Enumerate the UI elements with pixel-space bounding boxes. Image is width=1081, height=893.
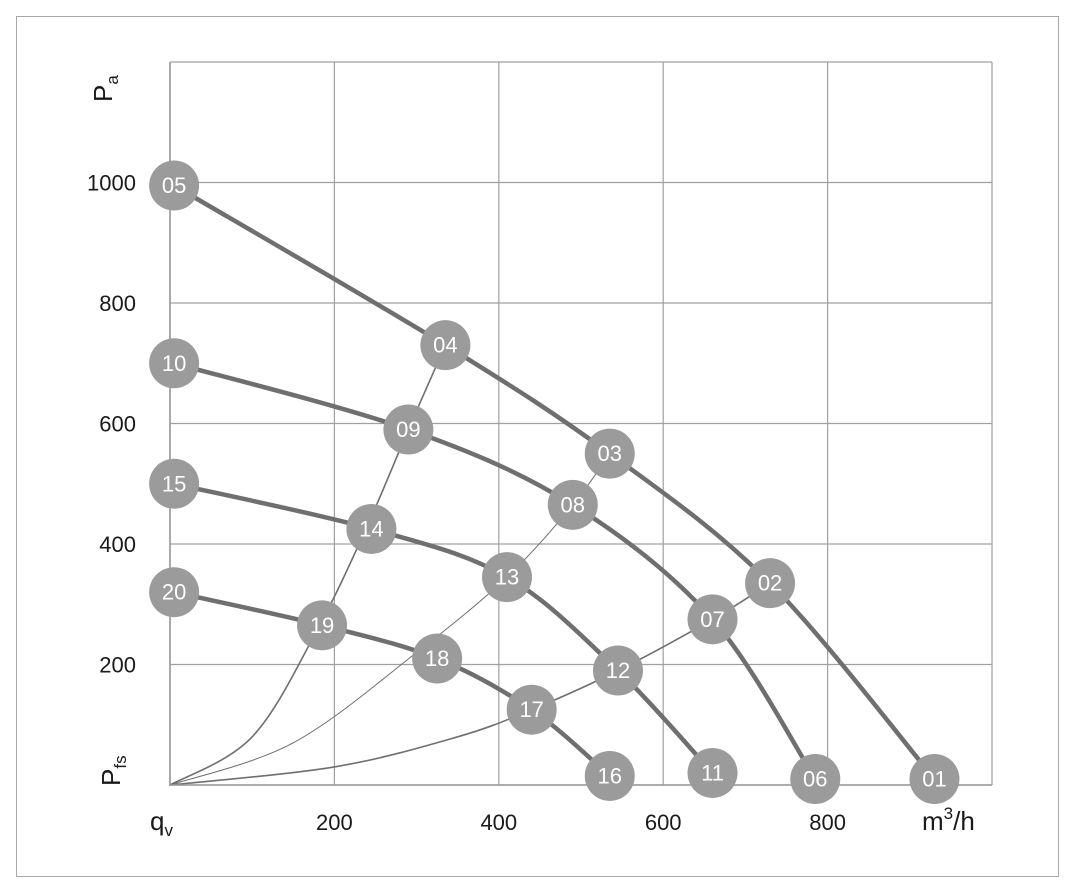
point-marker-15: 15 [149,458,200,509]
point-label: 19 [310,613,334,638]
point-marker-13: 13 [482,552,533,603]
fan-curves [171,183,937,782]
point-circle [584,750,635,801]
point-label: 14 [359,516,383,541]
point-marker-02: 02 [745,558,796,609]
point-marker-17: 17 [506,684,557,735]
point-label: 15 [162,471,186,496]
point-marker-16: 16 [584,750,635,801]
system-curves [169,344,771,786]
point-label: 11 [701,760,724,785]
point-label: 01 [922,766,946,791]
point-label: 08 [561,492,585,517]
y-tick-label: 800 [99,291,136,316]
point-marker-10: 10 [149,338,200,389]
point-circle [149,567,200,618]
point-circle [687,594,738,645]
point-label: 02 [758,571,782,596]
point-label: 13 [495,565,519,590]
point-label: 20 [162,580,186,605]
point-circle [547,479,598,530]
point-circle [482,552,533,603]
y-tick-label: 1000 [87,171,136,196]
point-marker-07: 07 [687,594,738,645]
point-circle [149,160,200,211]
point-circle [909,753,960,804]
x-axis-unit-right: m3/h [922,804,975,836]
point-label: 03 [598,441,622,466]
point-marker-12: 12 [592,645,643,696]
y-axis-unit-bottom: Pfs [96,755,130,786]
y-tick-label: 400 [99,532,136,557]
y-axis-unit-top: Pa [88,75,122,102]
point-marker-06: 06 [790,753,841,804]
point-circle [297,600,348,651]
point-circle [149,458,200,509]
point-circle [745,558,796,609]
point-marker-05: 05 [149,160,200,211]
point-marker-03: 03 [584,428,635,479]
point-label: 06 [803,766,827,791]
x-tick-label: 600 [645,810,682,835]
point-marker-04: 04 [420,320,471,371]
point-label: 04 [433,333,457,358]
point-marker-01: 01 [909,753,960,804]
system-curve [169,582,771,786]
point-circle [383,404,434,455]
point-marker-14: 14 [346,503,397,554]
point-markers: 05 04 03 02 01 10 09 08 07 06 15 14 13 12 11 20 19 18 17 16 [149,160,960,804]
system-curve [169,453,611,786]
point-circle [506,684,557,735]
point-marker-19: 19 [297,600,348,651]
fan-curve [171,183,937,782]
point-label: 17 [519,697,543,722]
x-axis-unit-left: qv [150,806,173,840]
point-label: 18 [425,646,449,671]
y-tick-label: 200 [99,653,136,678]
x-tick-label: 200 [316,810,353,835]
point-circle [592,645,643,696]
point-marker-09: 09 [383,404,434,455]
point-circle [346,503,397,554]
point-label: 10 [162,351,186,376]
point-marker-11: 11 [687,747,738,798]
grid [169,61,993,786]
y-tick-label: 600 [99,412,136,437]
point-circle [790,753,841,804]
point-marker-08: 08 [547,479,598,530]
point-marker-20: 20 [149,567,200,618]
point-circle [149,338,200,389]
point-circle [687,747,738,798]
chart-frame [16,16,1059,877]
point-label: 07 [700,607,724,632]
x-tick-label: 400 [480,810,517,835]
point-circle [584,428,635,479]
point-marker-18: 18 [412,633,463,684]
point-circle [412,633,463,684]
point-label: 16 [598,763,622,788]
x-tick-label: 800 [809,810,846,835]
fan-curve [171,481,715,776]
point-label: 09 [396,417,420,442]
point-circle [420,320,471,371]
point-label: 12 [606,658,630,683]
point-label: 05 [162,173,186,198]
tick-labels: 200 400 600 800 200 400 600 800 1000 [87,171,846,836]
